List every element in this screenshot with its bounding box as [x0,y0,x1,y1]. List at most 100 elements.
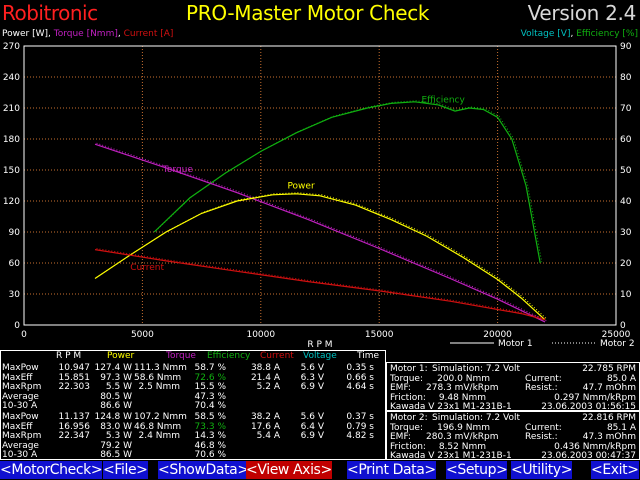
motor1-cell: 0.66 s [346,372,374,383]
motor1-friction: 9.48 Nmm [438,392,486,403]
y-left-tick-label: 270 [3,42,20,52]
x-tick-label: 15000 [365,330,394,340]
axis-label-part: , [118,29,124,39]
motor2-cell: 38.2 A [250,412,280,422]
table-header: Time [357,351,380,361]
plot-frame [23,45,617,326]
motor2-current: 85.1 A [606,422,636,433]
motor1-cell: 58.7 % [194,363,226,373]
motor2-sim: Simulation: 7.2 Volt [432,413,521,423]
motor2-cell: MaxPow [2,412,39,422]
motor1-cell: 10-30 A [2,401,38,412]
y-right-tick-label: 30 [620,228,632,238]
menu-item-utility[interactable]: <Utility> [511,461,573,479]
motor2-cell: 0.79 s [346,421,374,432]
axis-label-part: Torque [Nmm] [53,29,118,39]
torque-curve-motor1 [94,143,546,323]
motor2-cell: 22.347 [58,431,91,442]
motor2-cell: 73.3 % [194,421,226,432]
motor2-friction: 8.52 Nmm [438,441,486,452]
menu-item-setup[interactable]: <Setup> [446,461,508,479]
data-table: R P M Power Torque Efficiency Current Voltage… [0,350,640,462]
motor1-desc: Kawada V 23x1 M1-231B-1 [390,402,512,413]
y-right-tick-label: 60 [620,135,632,145]
motor1-cell: Average [2,391,39,402]
motor1-cell: 86.6 W [100,401,132,412]
y-left-tick-label: 30 [9,290,21,300]
menu-item-print-data[interactable]: <Print Data> [347,461,436,479]
motor2-cell: 14.3 % [194,431,226,442]
motor2-resist: 47.3 mOhm [582,432,636,443]
x-tick-label: 20000 [483,330,512,340]
motor1-cell: 10.947 [58,363,91,373]
efficiency-curve-motor1 [153,101,541,264]
motor1-emf: 278.3 mV/kRpm [426,383,499,394]
y-right-tick-label: 70 [620,104,632,114]
y-right-tick-label: 80 [620,73,632,83]
motor1-cell: 38.8 A [250,363,280,373]
menu-item-view-axis[interactable]: <View Axis> [246,461,332,479]
motor1-cell: 5.5 W [105,382,132,393]
motor1-friction2: 0.297 Nmm/kRpm [554,392,636,403]
motor2-cell: 79.2 W [100,440,132,451]
table-header: Current [260,351,294,361]
menu-item-file[interactable]: <File> [103,461,148,479]
motor2-cell: 17.6 A [250,421,280,432]
motor2-friction-label: Friction: [390,441,426,452]
torque-curve-label: Torque [162,165,193,175]
motor1-cell: 70.4 % [194,401,226,412]
motor1-resist-label: Resist.: [525,383,558,394]
table-header: Voltage [303,351,337,361]
motor2-cell: 11.137 [58,412,91,422]
brand-logo: Robitronic [2,1,98,25]
y-left-tick-label: 210 [3,104,20,114]
motor1-cell: 127.4 W [94,363,132,373]
legend-motor1: Motor 1 [498,339,533,349]
motor2-cell: 2.4 Nmm [138,431,180,442]
y-left-tick-label: 150 [3,166,20,176]
y-right-tick-label: 40 [620,197,632,207]
motor1-cell: 80.5 W [100,391,132,402]
y-left-tick-label: 240 [3,73,20,83]
motor2-cell: 86.5 W [100,450,132,461]
axis-label-part: Voltage [V] [521,29,571,39]
motor1-torque: 200.0 Nmm [437,373,490,384]
motor2-cell: 6.4 V [300,421,324,432]
menu-item-showdata[interactable]: <ShowData> [158,461,249,479]
motor2-name: Motor 2: [390,413,428,423]
motor2-cell: MaxEff [2,421,33,432]
motor2-date: 23.06.2003 00:47:37 [541,451,636,462]
motor1-cell: 21.4 A [250,372,280,383]
right-axis-label: Voltage [V], Efficiency [%] [521,29,638,39]
left-axis-label: Power [W], Torque [Nmm], Current [A] [2,29,173,39]
motor2-cell: 4.82 s [346,431,374,442]
motor1-current: 85.0 A [606,373,636,384]
table-header: R P M [56,351,82,361]
motor1-cell: 0.35 s [346,363,374,373]
axis-label-part: , [48,29,54,39]
x-tick-label: 5000 [131,330,154,340]
y-left-tick-label: 0 [14,321,20,331]
motor2-cell: 6.9 V [300,431,324,442]
motor2-cell: 10-30 A [2,450,38,461]
menu-item-motorcheck[interactable]: <MotorCheck> [0,461,103,479]
motor2-cell: 46.8 % [194,440,226,451]
motor1-cell: 97.3 W [100,372,132,383]
efficiency-curve-motor2 [155,100,543,263]
motor2-cell: MaxRpm [2,431,42,442]
motor1-rpm: 22.785 RPM [582,364,636,374]
menu-item-exit[interactable]: <Exit> [591,461,639,479]
menu-bar: <MotorCheck> <File> <ShowData> <View Axis> <… [0,461,640,480]
axis-label-part: , [570,29,576,39]
motor2-cell: 46.8 Nmm [134,421,182,432]
current-curve-label: Current [130,263,164,273]
power-curve-motor2 [96,192,547,320]
stats-panel [0,350,386,460]
motor1-cell: 15.851 [58,372,91,383]
axis-label-part: Efficiency [%] [576,29,638,39]
power-curve-motor1 [94,193,546,321]
table-header: Power [107,351,135,361]
axis-label-part: Current [A] [124,29,174,39]
motor2-cell: Average [2,440,39,451]
app-title: PRO-Master Motor Check [186,1,430,25]
